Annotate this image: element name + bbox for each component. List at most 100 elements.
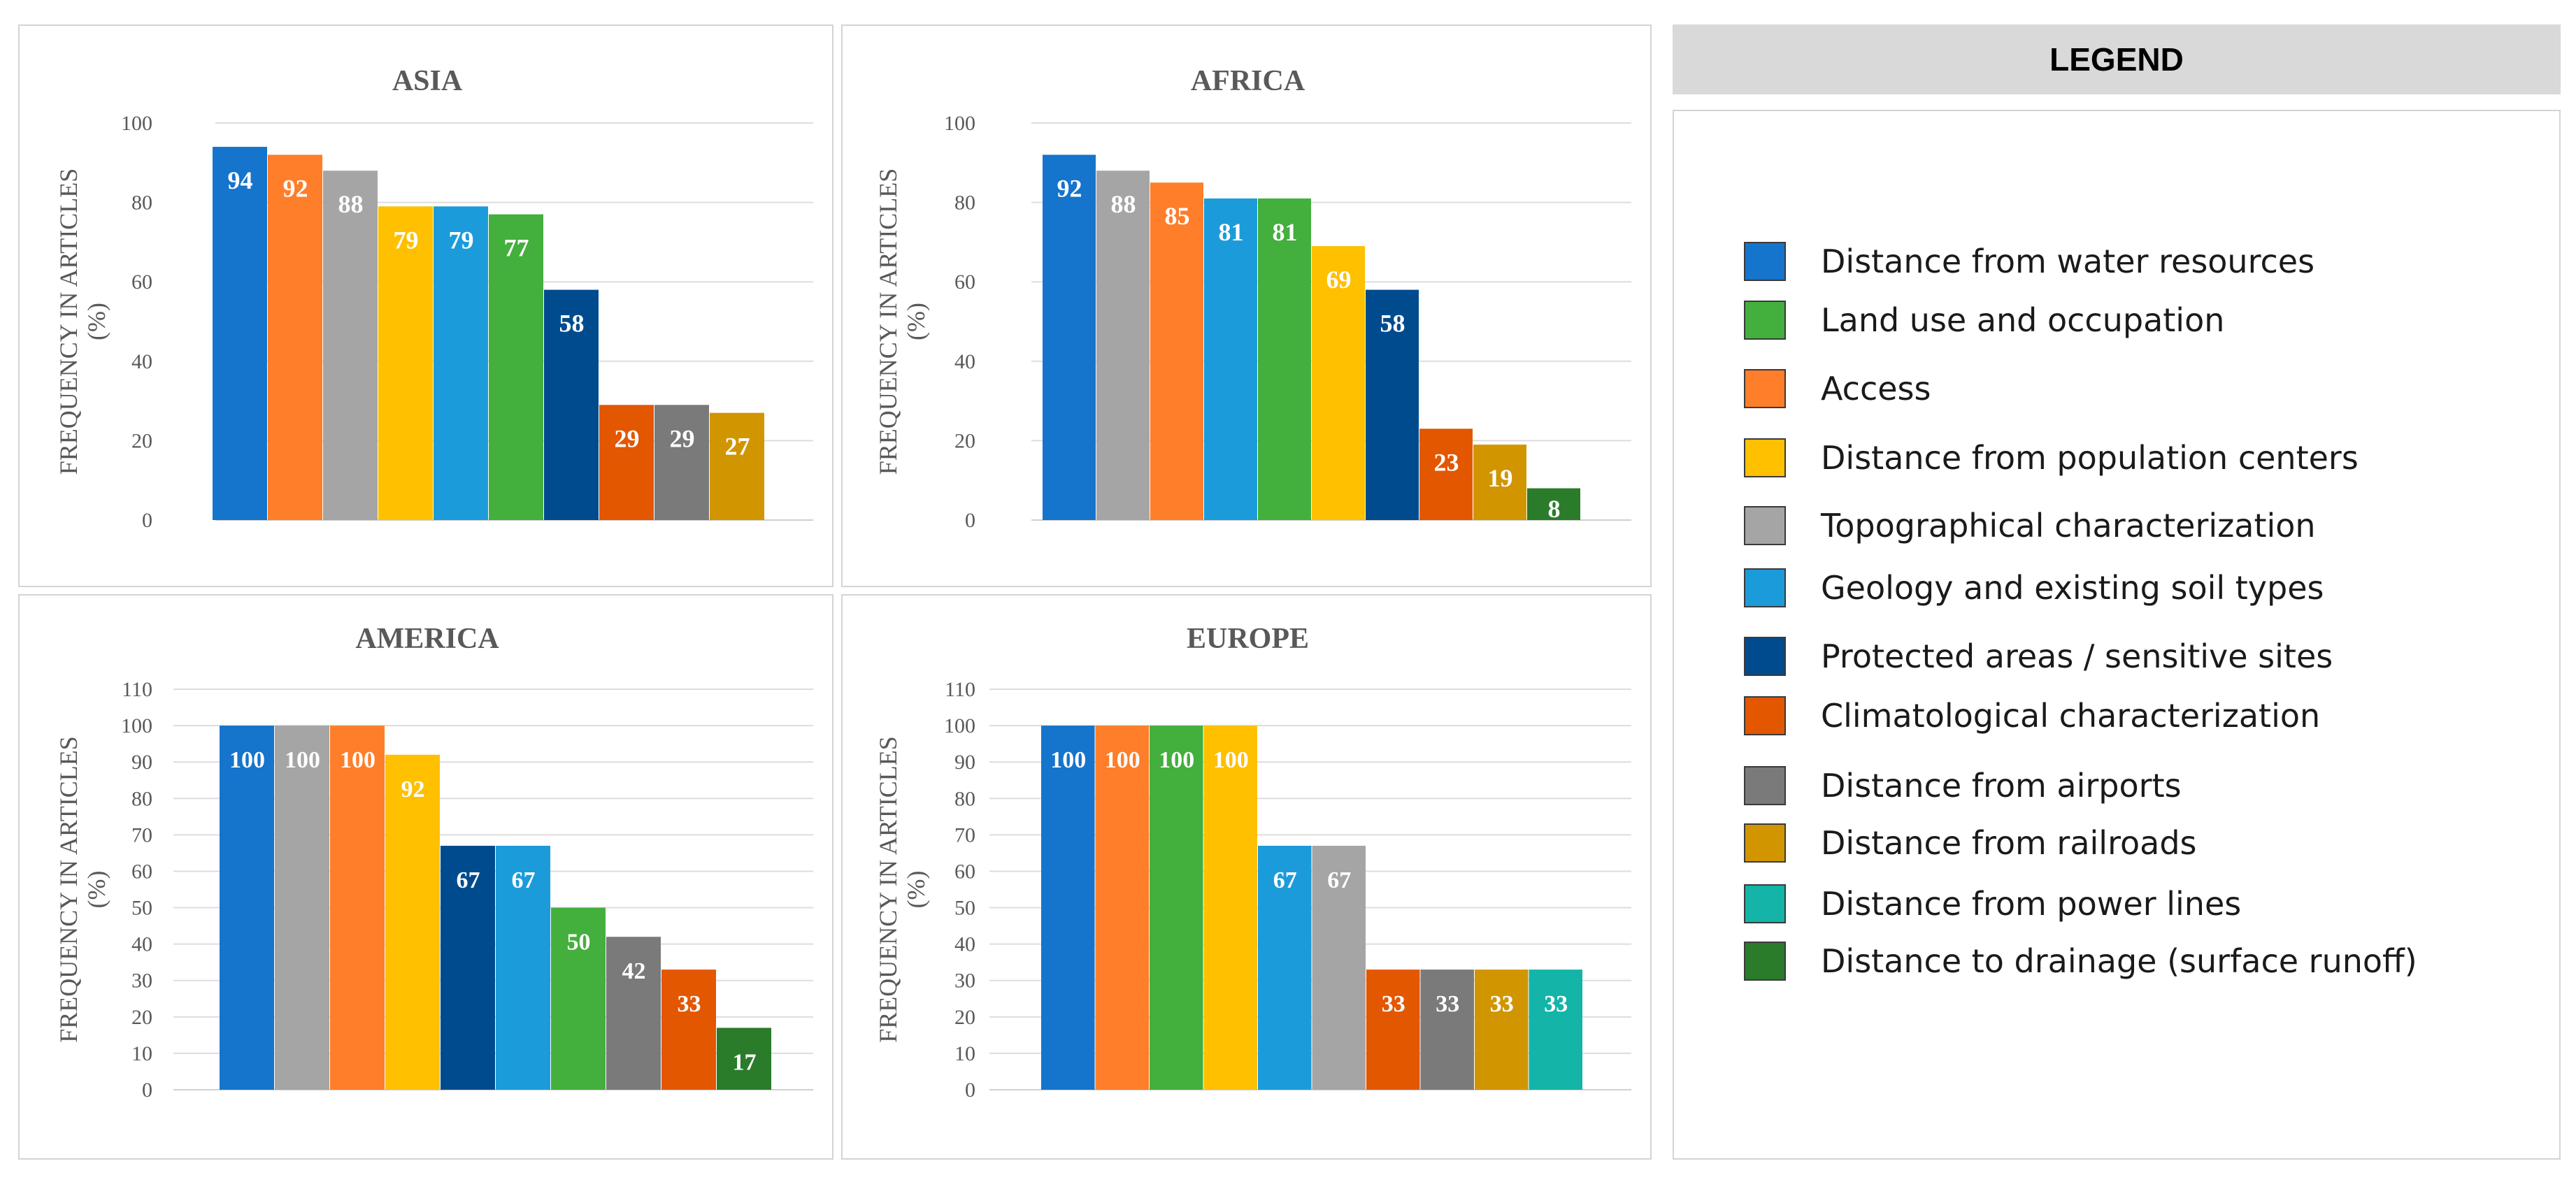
data-label: 79: [449, 226, 474, 254]
data-label: 67: [1273, 867, 1297, 893]
legend-swatch-protected: [1744, 637, 1786, 676]
legend-label: Protected areas / sensitive sites: [1821, 637, 2333, 675]
data-label: 92: [283, 174, 308, 202]
data-label: 29: [670, 424, 695, 452]
legend-label: Distance from airports: [1821, 767, 2182, 805]
svg-text:FREQUENCY IN ARTICLES: FREQUENCY IN ARTICLES: [874, 736, 902, 1043]
y-tick-label: 60: [131, 271, 152, 294]
data-label: 100: [285, 747, 320, 773]
bar-population: [1312, 246, 1365, 520]
bar-geology: [1204, 198, 1257, 520]
legend-label: Distance from water resources: [1821, 243, 2315, 280]
y-tick-label: 0: [965, 1079, 975, 1102]
data-label: 29: [615, 424, 640, 452]
legend-swatch-access: [1744, 369, 1786, 408]
legend: Distance from water resources Land use a…: [1673, 110, 2561, 1160]
y-tick-label: 20: [954, 429, 975, 452]
bar-power: [1529, 970, 1582, 1090]
y-tick-label: 40: [954, 933, 975, 956]
data-label: 81: [1273, 218, 1298, 246]
svg-text:FREQUENCY IN ARTICLES: FREQUENCY IN ARTICLES: [874, 168, 902, 475]
y-axis-label: FREQUENCY IN ARTICLES (%): [55, 168, 110, 475]
legend-item-power: Distance from power lines: [1744, 884, 2241, 923]
legend-item-land: Land use and occupation: [1744, 301, 2224, 340]
y-tick-label: 100: [121, 112, 152, 135]
bar-airports: [1420, 970, 1474, 1090]
bar-drainage: [717, 1028, 771, 1090]
data-label: 94: [228, 166, 253, 194]
y-tick-label: 90: [954, 751, 975, 774]
legend-swatch-water: [1744, 242, 1786, 281]
y-tick-label: 30: [131, 970, 152, 993]
data-label: 100: [1213, 747, 1249, 773]
data-label: 33: [1436, 991, 1459, 1017]
chart-panel-europe: EUROPE 0 10 20 30 40 50 60 70 80 90 100 110 FREQUENCY…: [841, 594, 1652, 1160]
bar-land: [1150, 726, 1203, 1090]
legend-swatch-population: [1744, 438, 1786, 477]
bar-topo: [275, 726, 329, 1090]
y-tick-label: 30: [954, 970, 975, 993]
chart-panel-america: AMERICA 0 10 20 30 40 50 60 70 80 90 100 110 FREQUENC…: [18, 594, 833, 1160]
svg-text:(%): (%): [83, 303, 110, 340]
chart-africa: AFRICA 0 20 40 60 80 100 FREQUENCY IN ARTICLES(…: [874, 65, 1631, 532]
data-label: 92: [1057, 174, 1082, 202]
y-tick-label: 80: [131, 787, 152, 810]
legend-swatch-railroads: [1744, 823, 1786, 863]
svg-text:(%): (%): [902, 303, 930, 340]
legend-swatch-climate: [1744, 696, 1786, 735]
bar-railroads: [1473, 445, 1526, 520]
bar-protected: [1366, 289, 1419, 520]
bar-access: [330, 726, 385, 1090]
legend-label: Climatological characterization: [1821, 697, 2321, 735]
data-label: 77: [504, 234, 529, 262]
legend-item-airports: Distance from airports: [1744, 766, 2182, 805]
y-axis-label: FREQUENCY IN ARTICLES (%): [874, 736, 930, 1043]
y-tick-label: 110: [122, 678, 152, 701]
y-tick-label: 20: [954, 1006, 975, 1029]
data-label: 88: [1111, 190, 1136, 218]
y-tick-label: 100: [944, 714, 975, 737]
data-label: 50: [567, 930, 591, 956]
data-label: 33: [1382, 991, 1405, 1017]
svg-text:(%): (%): [902, 871, 930, 909]
bar-land: [551, 907, 606, 1090]
y-tick-label: 50: [131, 897, 152, 920]
data-label: 33: [1490, 991, 1514, 1017]
data-label: 100: [1050, 747, 1086, 773]
data-label: 81: [1219, 218, 1244, 246]
svg-text:FREQUENCY IN ARTICLES: FREQUENCY IN ARTICLES: [55, 736, 83, 1043]
y-axis-label: FREQUENCY IN ARTICLES (%): [55, 736, 110, 1043]
legend-label: Topographical characterization: [1821, 507, 2316, 545]
data-label: 100: [1105, 747, 1140, 773]
y-tick-label: 60: [954, 860, 975, 883]
bar-water: [213, 147, 267, 520]
y-tick-label: 0: [142, 1079, 152, 1102]
bar-geology: [434, 206, 488, 520]
legend-label: Geology and existing soil types: [1821, 569, 2324, 607]
bar-land: [489, 214, 543, 520]
chart-panel-africa: AFRICA 0 20 40 60 80 100 FREQUENCY IN ARTICLES(…: [841, 24, 1652, 587]
bar-population: [385, 754, 440, 1090]
y-tick-label: 80: [131, 192, 152, 215]
bar-water: [220, 726, 274, 1090]
legend-swatch-topo: [1744, 506, 1786, 545]
y-tick-label: 60: [131, 860, 152, 883]
chart-title: ASIA: [392, 65, 463, 97]
bar-geology: [496, 845, 550, 1090]
data-label: 33: [678, 991, 701, 1017]
data-label: 69: [1326, 266, 1352, 294]
bar-climate: [1419, 428, 1473, 520]
data-label: 58: [1380, 310, 1405, 338]
y-tick-label: 40: [131, 933, 152, 956]
data-label: 85: [1165, 202, 1190, 230]
legend-label: Distance to drainage (surface runoff): [1821, 942, 2417, 980]
bar-topo: [1096, 171, 1150, 520]
chart-title: AMERICA: [355, 623, 499, 655]
y-tick-label: 10: [954, 1042, 975, 1065]
data-label: 79: [394, 226, 419, 254]
data-label: 67: [512, 867, 536, 893]
legend-swatch-power: [1744, 884, 1786, 923]
y-tick-label: 70: [131, 823, 152, 846]
chart-title: AFRICA: [1191, 65, 1305, 97]
bar-railroads: [1475, 970, 1529, 1090]
